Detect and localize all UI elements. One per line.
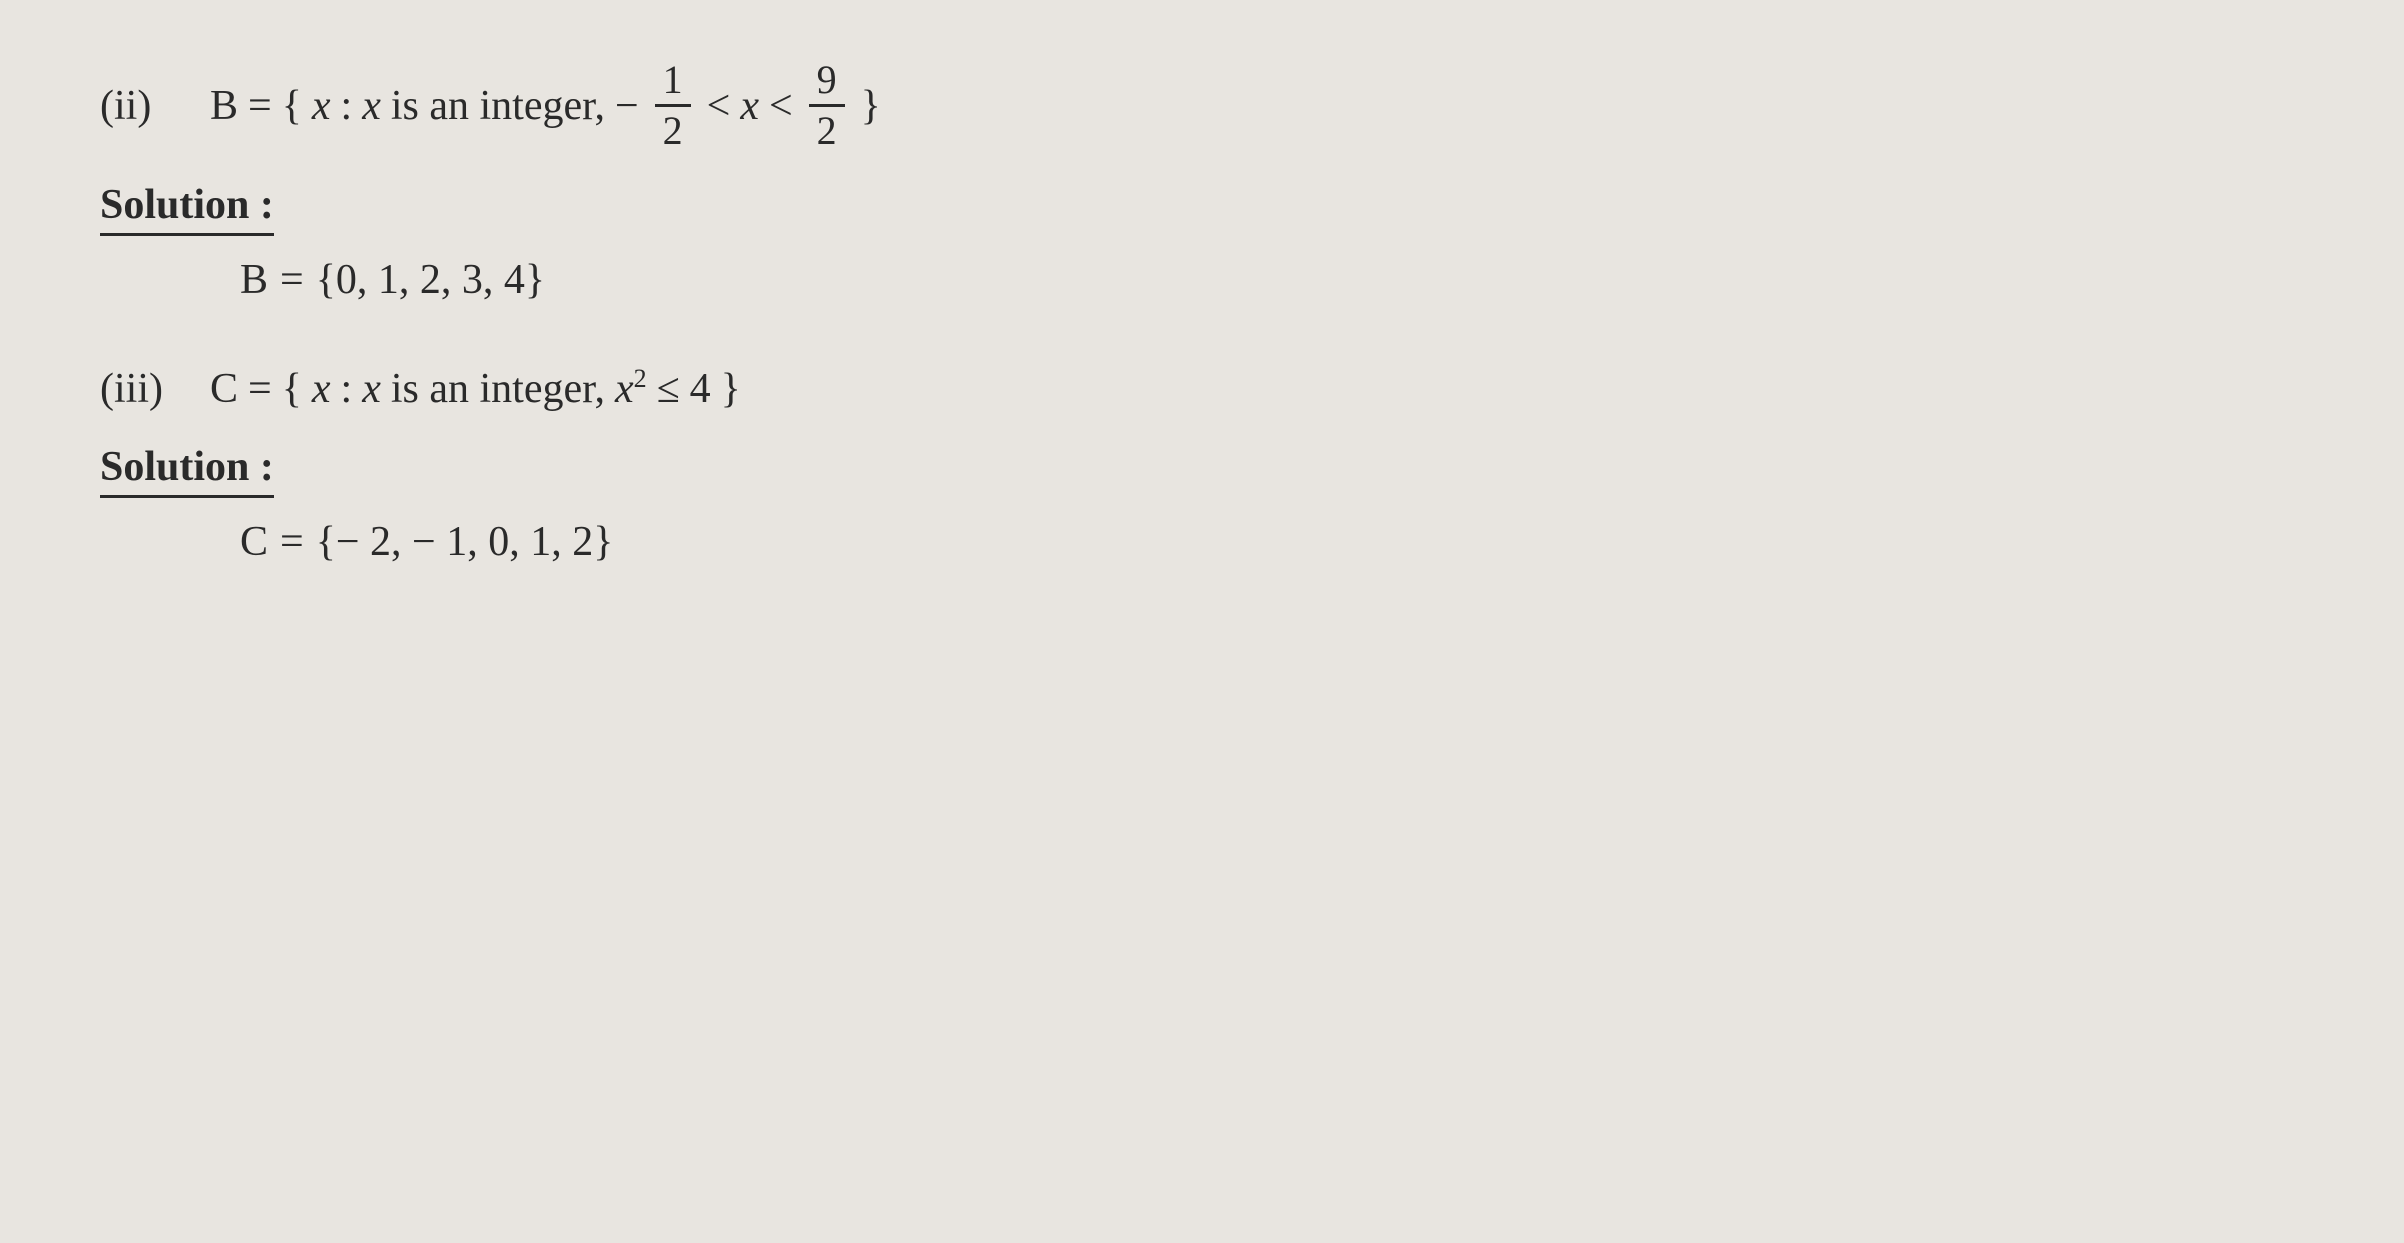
solution-ii-heading: Solution : <box>100 181 2304 256</box>
roman-ii: (ii) <box>100 82 180 130</box>
cond-text-c: is an integer, <box>391 365 605 413</box>
negative-sign: − <box>615 82 639 130</box>
bound-4: 4 <box>690 365 711 413</box>
problem-ii-statement: (ii) B = { x : x is an integer, − 1 2 < … <box>100 60 2304 151</box>
problem-ii: (ii) B = { x : x is an integer, − 1 2 < … <box>100 60 2304 304</box>
brace-close-c: } <box>721 365 741 413</box>
colon: : <box>341 82 353 130</box>
solution-iii-line: C = {− 2, − 1, 0, 1, 2} <box>240 518 2304 566</box>
less-than-1: < <box>707 82 731 130</box>
problem-ii-math: B = { x : x is an integer, − 1 2 < x < 9… <box>210 60 881 151</box>
frac-den-2: 2 <box>655 107 691 151</box>
solution-label: Solution : <box>100 181 274 236</box>
x-squared: x2 <box>615 364 647 413</box>
fraction-nine-halves: 9 2 <box>809 60 845 151</box>
frac-num-1: 1 <box>655 60 691 107</box>
roman-iii: (iii) <box>100 365 180 413</box>
brace-close: } <box>861 82 881 130</box>
leq-sign: ≤ <box>657 365 680 413</box>
brace-open-c: { <box>282 365 302 413</box>
sol-var-b: B <box>240 256 268 304</box>
equals-c: = <box>248 365 272 413</box>
solution-label-c: Solution : <box>100 443 274 498</box>
set-var-b: B <box>210 82 238 130</box>
brace-open: { <box>282 82 302 130</box>
equals: = <box>248 82 272 130</box>
cond-text: is an integer, <box>391 82 605 130</box>
frac-num-9: 9 <box>809 60 845 107</box>
cond-var2-c: x <box>362 365 381 413</box>
less-than-2: < <box>769 82 793 130</box>
problem-iii-math: C = { x : x is an integer, x2 ≤ 4 } <box>210 364 741 413</box>
solution-ii-line: B = {0, 1, 2, 3, 4} <box>240 256 2304 304</box>
cond-var-c: x <box>312 365 331 413</box>
sol-equals: = <box>280 256 304 304</box>
colon-c: : <box>341 365 353 413</box>
problem-iii: (iii) C = { x : x is an integer, x2 ≤ 4 … <box>100 364 2304 566</box>
problem-iii-statement: (iii) C = { x : x is an integer, x2 ≤ 4 … <box>100 364 2304 413</box>
sol-equals-c: = <box>280 518 304 566</box>
solution-iii-heading: Solution : <box>100 443 2304 518</box>
sol-var-c: C <box>240 518 268 566</box>
sq-var-x: x <box>615 366 634 412</box>
sol-set-c: {− 2, − 1, 0, 1, 2} <box>316 518 614 566</box>
sol-set-b: {0, 1, 2, 3, 4} <box>316 256 545 304</box>
cond-var: x <box>312 82 331 130</box>
set-var-c: C <box>210 365 238 413</box>
mid-var-x: x <box>740 82 759 130</box>
frac-den-2b: 2 <box>809 107 845 151</box>
exponent-2: 2 <box>634 364 647 393</box>
fraction-one-half: 1 2 <box>655 60 691 151</box>
cond-var2: x <box>362 82 381 130</box>
